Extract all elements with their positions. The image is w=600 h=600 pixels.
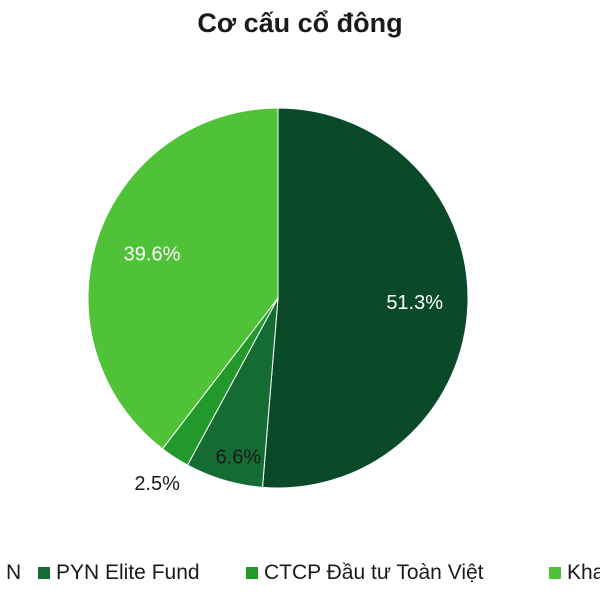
chart-title: Cơ cấu cổ đông (197, 8, 403, 38)
legend-label-n: N (6, 561, 22, 584)
legend-item-ctcp-dau-tu-toan-viet: CTCP Đầu tư Toàn Việt (246, 558, 484, 588)
data-label-ctcp-dau-tu-toan-viet: 2.5% (134, 473, 180, 495)
legend-label-kha: Kha (567, 561, 600, 584)
legend-item-n: N (0, 558, 21, 588)
data-label-n: 51.3% (386, 292, 443, 314)
pie-slice-n (261, 107, 469, 489)
legend-swatch-kha (549, 567, 561, 579)
legend-swatch-pyn-elite-fund (38, 567, 50, 579)
legend-item-pyn-elite-fund: PYN Elite Fund (38, 558, 200, 588)
legend-label-ctcp-dau-tu-toan-viet: CTCP Đầu tư Toàn Việt (264, 561, 484, 584)
legend-label-pyn-elite-fund: PYN Elite Fund (56, 561, 200, 584)
chart-legend: N PYN Elite Fund CTCP Đầu tư Toàn Việt K… (0, 558, 600, 588)
data-label-pyn-elite-fund: 6.6% (216, 447, 262, 469)
pie-slice-kha (87, 107, 279, 450)
data-label-kha: 39.6% (124, 244, 181, 266)
legend-swatch-ctcp-dau-tu-toan-viet (246, 567, 258, 579)
legend-item-kha: Kha (549, 558, 600, 588)
